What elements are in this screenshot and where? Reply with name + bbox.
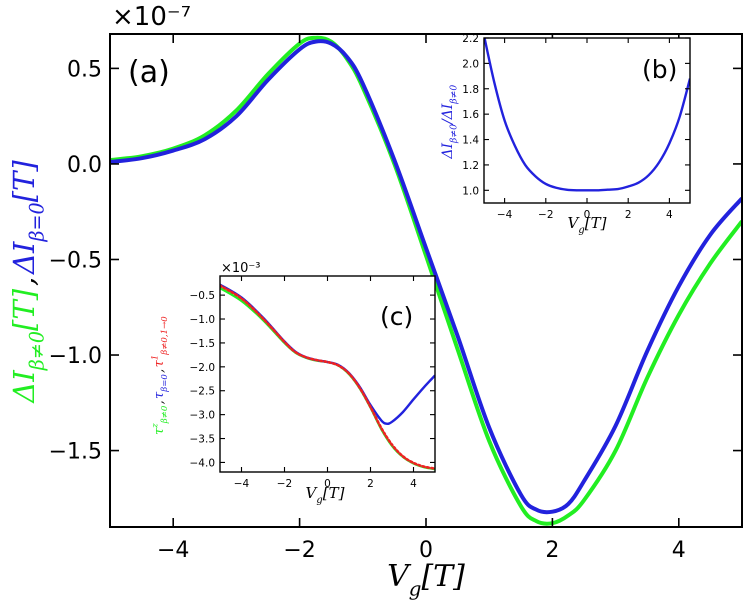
series-line-c-2 — [220, 284, 435, 470]
x-axis-label-c: Vg[T] — [306, 484, 345, 506]
panel-label-b: (b) — [642, 55, 677, 84]
x-tick-label-c: 2 — [367, 478, 374, 490]
y-tick-label-c: −2.0 — [190, 362, 216, 374]
y-axis-label-part-a: , — [7, 277, 41, 286]
scale-label-a: ×10⁻⁷ — [112, 2, 191, 32]
panel-label-c: (c) — [380, 302, 413, 331]
x-tick-label-b: 4 — [666, 209, 673, 221]
y-tick-label-c: −1.5 — [190, 338, 216, 350]
x-tick-label-a: −4 — [157, 538, 189, 563]
y-tick-label-b: 1.8 — [462, 84, 479, 96]
x-tick-label-a: 4 — [672, 538, 686, 563]
plot-background — [220, 276, 435, 472]
y-tick-label-a: −1.5 — [49, 440, 102, 465]
y-axis-label-part-c: τzβ≠0 — [151, 405, 171, 435]
y-tick-label-c: −3.0 — [190, 410, 216, 422]
y-tick-label-c: −4.0 — [190, 457, 216, 469]
x-axis-label-a: Vg[T] — [387, 559, 465, 601]
y-tick-label-c: −2.5 — [190, 386, 216, 398]
y-tick-label-c: −0.5 — [190, 290, 216, 302]
y-axis-label-part-c: , — [152, 400, 167, 404]
x-tick-label-c: −4 — [234, 478, 250, 490]
y-tick-label-b: 1.0 — [462, 185, 479, 197]
series-line-b-0 — [484, 38, 690, 192]
y-axis-label-part-c: τβ=0 — [152, 374, 170, 399]
y-axis-label-a: ΔIβ≠0[T], ΔIβ=0[T] — [7, 160, 48, 404]
x-tick-label-b: −2 — [538, 209, 553, 221]
scale-label-c: ×10⁻³ — [221, 261, 261, 276]
y-axis-label-part-c: τ1β≠0,1→0 — [151, 316, 171, 368]
y-tick-label-c: −3.5 — [190, 434, 216, 446]
x-axis-label-b: Vg[T] — [568, 214, 607, 236]
x-tick-label-c: 0 — [324, 478, 331, 490]
series-line-a-1 — [110, 39, 742, 515]
x-tick-label-a: 0 — [419, 538, 433, 563]
y-axis-label-part-a: ΔIβ≠0[T] — [7, 288, 48, 403]
x-tick-label-c: 4 — [410, 478, 417, 490]
y-tick-label-b: 1.6 — [462, 109, 479, 121]
y-axis-label-c: τzβ≠0,τβ=0,τ1β≠0,1→0 — [151, 316, 171, 435]
x-tick-label-b: −4 — [497, 209, 513, 221]
y-axis-label-part-c: , — [152, 369, 167, 373]
y-tick-label-b: 2.2 — [462, 33, 479, 45]
x-tick-label-a: 2 — [545, 538, 559, 563]
panel-label-a: (a) — [128, 55, 170, 90]
y-tick-label-a: 0.5 — [67, 57, 102, 82]
panel-c-inset: −4 −2 0 2 4 −0.5 −1.0 −1.5 −2.0 −2.5 −3.0 −3.5 −4.0 (… — [151, 261, 436, 506]
y-tick-label-b: 1.2 — [462, 160, 479, 172]
y-tick-label-b: 1.4 — [462, 135, 479, 147]
plot-background — [484, 38, 690, 203]
x-tick-label-b: 0 — [584, 209, 591, 221]
y-tick-label-b: 2.0 — [462, 58, 479, 70]
y-tick-label-a: −0.5 — [49, 248, 102, 273]
y-tick-label-a: −1.0 — [49, 344, 102, 369]
y-axis-label-part-a: ΔIβ=0[T] — [7, 160, 48, 275]
y-axis-label-b: ΔIβ≠0/ΔIβ≠0 — [440, 85, 459, 160]
x-tick-label-c: −2 — [277, 478, 292, 490]
panel-b-inset: −4 −2 0 2 4 1.0 1.2 1.4 1.6 1.8 2.0 2.2 (b) Vg[T] ΔIβ≠… — [440, 33, 691, 236]
y-tick-label-a: 0.0 — [67, 153, 102, 178]
y-tick-label-c: −1.0 — [190, 314, 216, 326]
y-axis-label-part-b: ΔIβ≠0/ΔIβ≠0 — [440, 85, 459, 160]
x-tick-label-a: −2 — [283, 538, 315, 563]
series-line-a-0 — [110, 35, 742, 526]
x-tick-label-b: 2 — [625, 209, 632, 221]
